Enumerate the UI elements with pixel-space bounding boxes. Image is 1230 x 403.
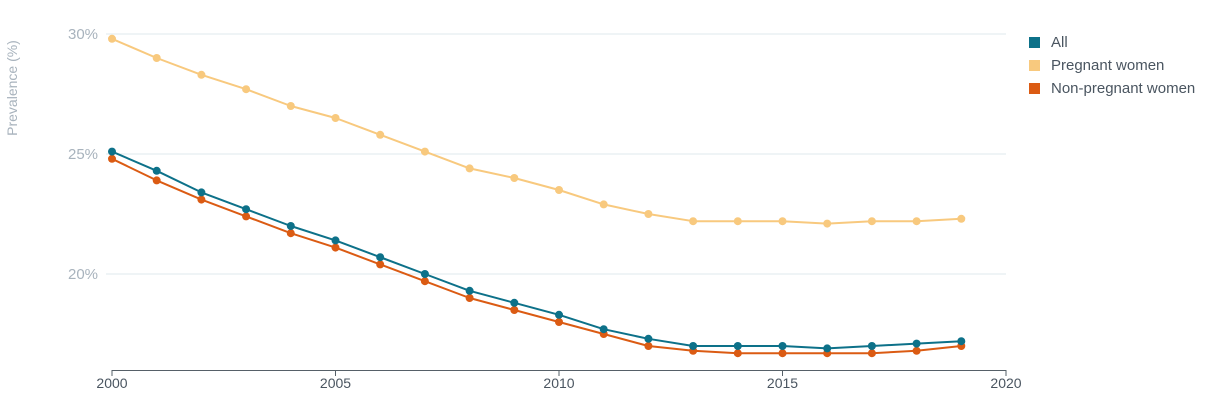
data-point[interactable] [689,342,698,350]
data-point[interactable] [778,217,787,226]
series-all [108,147,966,353]
legend-swatch [1029,83,1040,94]
data-point[interactable] [912,346,921,355]
data-point[interactable] [912,217,921,226]
y-tick-label: 20% [68,266,98,283]
data-point[interactable] [242,205,251,214]
legend-swatch [1029,37,1040,48]
data-point[interactable] [823,219,832,228]
data-point[interactable] [599,200,608,209]
data-point[interactable] [331,114,340,122]
series-line [111,157,962,355]
plot-area [108,34,966,358]
x-tick-label: 2000 [96,375,127,391]
data-point[interactable] [108,147,116,156]
data-point[interactable] [286,229,295,238]
x-axis: 2000 2005 2010 2015 2020 [96,370,1022,391]
y-axis-title: Prevalence (%) [4,40,20,136]
data-point[interactable] [376,253,385,262]
data-point[interactable] [867,342,876,350]
y-tick-label: 30% [68,26,98,43]
data-point[interactable] [197,195,206,204]
data-point[interactable] [733,217,742,226]
data-point[interactable] [197,188,206,197]
data-point[interactable] [555,318,563,326]
data-point[interactable] [152,54,161,62]
data-point[interactable] [733,342,742,350]
series-line [111,37,962,225]
series-pregnant-women [108,34,966,228]
data-point[interactable] [823,344,832,353]
data-point[interactable] [510,306,519,314]
data-point[interactable] [867,349,876,358]
data-point[interactable] [465,164,474,173]
data-point[interactable] [599,325,608,334]
data-point[interactable] [689,217,698,226]
data-point[interactable] [286,102,295,110]
data-point[interactable] [331,243,340,252]
legend-item[interactable]: Pregnant women [1029,54,1195,77]
legend-item[interactable]: All [1029,31,1195,54]
data-point[interactable] [555,186,563,194]
x-tick-label: 2015 [767,375,798,391]
data-point[interactable] [733,349,742,358]
legend: All Pregnant women Non-pregnant women [1029,31,1195,100]
series-non-pregnant-women [108,154,966,358]
data-point[interactable] [778,349,787,358]
data-point[interactable] [286,222,295,230]
data-point[interactable] [242,212,251,221]
y-tick-label: 25% [68,146,98,163]
legend-label: All [1051,34,1068,51]
series-line [111,150,962,350]
data-point[interactable] [420,277,429,286]
legend-label: Non-pregnant women [1051,80,1196,97]
y-axis-ticks: 20% 25% 30% [68,26,98,283]
data-point[interactable] [465,286,474,295]
data-point[interactable] [957,337,966,346]
legend-swatch [1029,60,1040,71]
data-point[interactable] [510,174,519,182]
data-point[interactable] [867,217,876,226]
legend-item[interactable]: Non-pregnant women [1029,77,1195,100]
data-point[interactable] [242,85,251,94]
data-point[interactable] [376,130,385,139]
data-point[interactable] [197,70,206,79]
data-point[interactable] [376,260,385,269]
data-point[interactable] [912,339,921,348]
data-point[interactable] [778,342,787,350]
data-point[interactable] [420,270,429,278]
data-point[interactable] [420,147,429,156]
data-point[interactable] [108,34,116,43]
data-point[interactable] [644,334,653,343]
data-point[interactable] [152,166,161,175]
data-point[interactable] [152,176,161,185]
x-tick-label: 2005 [320,375,351,391]
data-point[interactable] [108,154,116,163]
data-point[interactable] [957,214,966,223]
data-point[interactable] [644,342,653,350]
data-point[interactable] [644,210,653,218]
data-point[interactable] [331,236,340,245]
data-point[interactable] [465,294,474,302]
legend-label: Pregnant women [1051,57,1165,74]
data-point[interactable] [510,298,519,307]
data-point[interactable] [555,310,563,319]
x-tick-label: 2020 [990,375,1021,391]
gridlines [106,33,1006,275]
x-tick-label: 2010 [543,375,574,391]
